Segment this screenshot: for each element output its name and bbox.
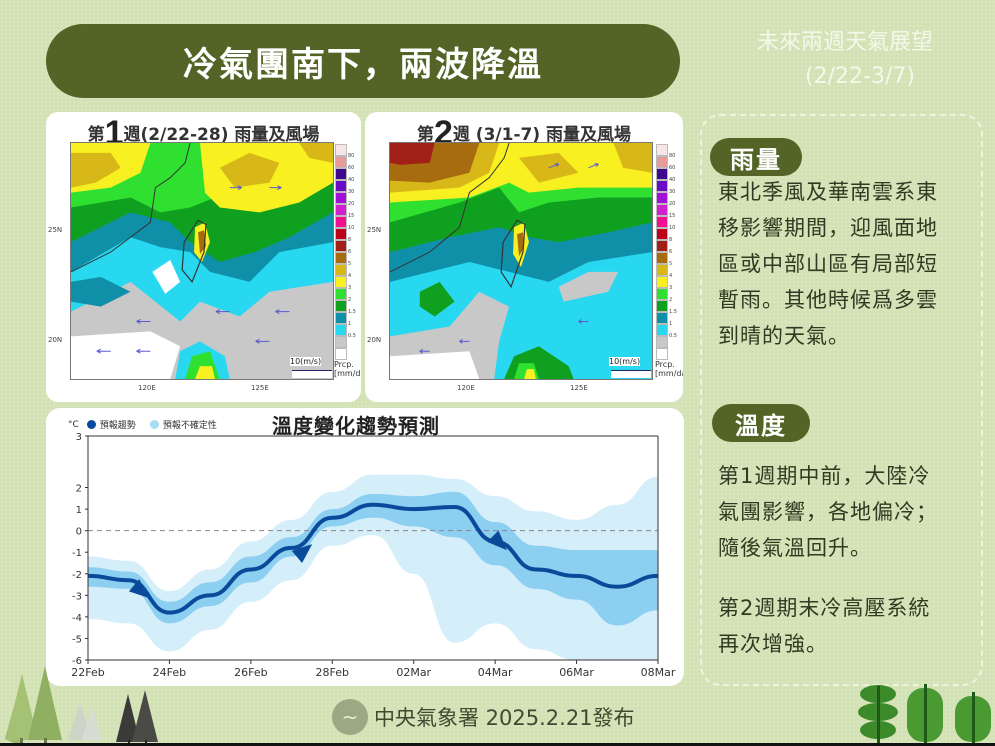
svg-text:22Feb: 22Feb [71, 666, 104, 679]
svg-text:24Feb: 24Feb [153, 666, 186, 679]
tree-decoration-right [858, 684, 991, 746]
precip-wind-map [389, 142, 653, 380]
legend-uncertainty: 預報不確定性 [162, 421, 217, 431]
svg-text:06Mar: 06Mar [559, 666, 594, 679]
wind-arrows [419, 163, 599, 354]
svg-text:04Mar: 04Mar [478, 666, 513, 679]
wind-scale-arrow [611, 370, 651, 378]
colorbar-labels: 80 60 40 30 20 15 10 8 6 5 4 3 2 1.5 1 0.5 [348, 153, 356, 339]
temperature-description-2: 第2週期末冷高壓系統 再次增強。 [718, 596, 931, 656]
cwa-logo-icon: ~ [332, 699, 368, 735]
temperature-section-title: 溫度 [712, 404, 810, 442]
svg-text:-6: -6 [72, 656, 82, 667]
tree-decoration-left [5, 666, 158, 746]
precip-wind-map [70, 142, 334, 380]
precip-colorbar [335, 144, 347, 360]
wind-arrows [96, 185, 290, 354]
chart-title: 溫度變化趨勢預測 [272, 414, 440, 438]
wind-scale-arrow [292, 370, 332, 378]
outlook-title: 未來兩週天氣展望 [756, 30, 933, 55]
unit-label: °C [68, 419, 79, 430]
rain-description: 東北季風及華南雲系東 移影響期間，迎風面地 區或中部山區有局部短 暫雨。其他時候… [718, 180, 938, 348]
chart-legend: °C 預報趨勢 預報不確定性 [68, 418, 217, 432]
week2-map-card: 第2週 (3/1-7) 雨量及風場 25N 20N [365, 112, 683, 402]
svg-text:3: 3 [76, 432, 82, 443]
precip-map-graphic [390, 143, 652, 379]
svg-text:26Feb: 26Feb [234, 666, 267, 679]
issuer-date: 中央氣象署 2025.2.21發布 [374, 706, 635, 730]
svg-text:1: 1 [76, 505, 82, 516]
svg-text:08Mar: 08Mar [641, 666, 676, 679]
wind-scale-label: 10(m/s) [290, 357, 322, 366]
wind-scale-label: 10(m/s) [609, 357, 641, 366]
legend-trend: 預報趨勢 [99, 421, 136, 431]
precip-unit-label: Prcp. [mm/day] [334, 360, 361, 378]
precip-unit-label: Prcp. [mm/day] [655, 360, 683, 378]
footer: ~ 中央氣象署 2025.2.21發布 [332, 699, 635, 735]
colorbar-labels: 80 60 40 30 20 15 10 8 6 5 4 3 2 1.5 1 0.5 [669, 153, 677, 339]
svg-text:-4: -4 [72, 613, 82, 624]
svg-text:-3: -3 [72, 591, 82, 602]
bottom-border [0, 743, 995, 746]
page-title: 冷氣團南下，兩波降溫 [183, 44, 543, 85]
precip-map-graphic [71, 143, 333, 379]
precip-colorbar [656, 144, 668, 360]
week1-map-card: 第1週(2/22-28) 雨量及風場 25N 20N [46, 112, 361, 402]
temperature-description-1: 第1週期中前，大陸冷 氣團影響，各地偏冷； 隨後氣溫回升。 [718, 464, 938, 560]
svg-text:0: 0 [76, 527, 82, 538]
trend-legend-swatch [86, 420, 96, 429]
outlook-range: (2/22-3/7) [805, 64, 915, 89]
svg-text:2: 2 [76, 484, 82, 495]
title-banner: 冷氣團南下，兩波降溫 [46, 24, 680, 98]
rain-section-title: 雨量 [710, 138, 802, 176]
outlook-heading: 未來兩週天氣展望 (2/22-3/7) [700, 26, 990, 94]
svg-text:-5: -5 [72, 634, 82, 645]
summary-panel [700, 114, 983, 686]
uncertainty-legend-swatch [149, 420, 159, 429]
svg-text:-2: -2 [72, 570, 82, 581]
temperature-trend-chart: 3 2 1 0 -1 -2 -3 -4 -5 -6 22Feb 24Feb 26Feb 28Feb 02Ma… [46, 408, 684, 686]
svg-text:02Mar: 02Mar [396, 666, 431, 679]
svg-text:-1: -1 [72, 548, 82, 559]
svg-text:28Feb: 28Feb [316, 666, 349, 679]
